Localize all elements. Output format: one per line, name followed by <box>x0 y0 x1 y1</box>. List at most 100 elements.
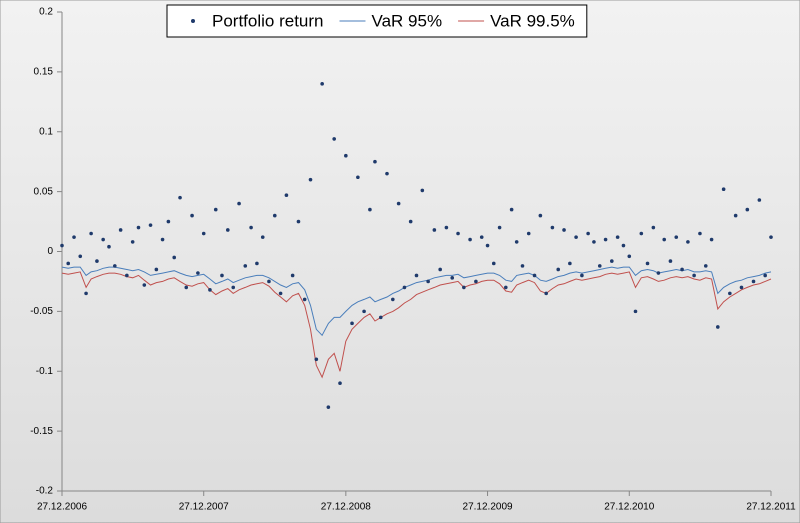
data-point <box>468 237 472 242</box>
legend-label: Portfolio return <box>212 11 324 30</box>
data-point <box>556 267 561 272</box>
data-point <box>733 213 738 218</box>
data-point <box>698 231 702 236</box>
data-point <box>196 271 200 275</box>
data-point <box>208 288 212 292</box>
data-point <box>237 201 241 206</box>
data-point <box>396 201 401 206</box>
data-point <box>213 207 218 212</box>
data-point <box>320 82 324 86</box>
x-tick-label: 27.12.2008 <box>321 502 371 513</box>
data-point <box>420 188 425 193</box>
data-point <box>172 255 177 260</box>
data-point <box>378 315 383 320</box>
x-tick-label: 27.12.2006 <box>37 502 87 513</box>
data-point <box>267 279 271 284</box>
data-point <box>586 231 590 236</box>
data-point <box>255 261 259 266</box>
data-point <box>350 321 354 326</box>
data-point <box>526 231 531 236</box>
data-point <box>769 235 773 239</box>
data-point <box>184 285 189 290</box>
data-point <box>491 261 496 266</box>
data-point <box>391 297 395 302</box>
data-point <box>680 267 684 272</box>
data-point <box>296 219 301 224</box>
data-point <box>728 291 732 296</box>
data-point <box>190 213 194 218</box>
data-point <box>639 231 644 236</box>
data-point <box>550 225 555 230</box>
data-point <box>444 225 449 230</box>
data-point <box>757 198 762 202</box>
data-point <box>633 309 638 314</box>
data-point <box>385 171 389 176</box>
data-point <box>568 261 572 266</box>
data-point <box>485 243 490 248</box>
data-point <box>356 175 360 180</box>
legend: Portfolio return VaR 95% VaR 99.5% <box>166 4 588 38</box>
data-point <box>538 213 543 218</box>
data-point <box>332 137 336 141</box>
data-point <box>721 187 726 192</box>
data-point <box>438 267 442 272</box>
data-point <box>509 207 514 212</box>
data-point <box>225 228 230 232</box>
legend-box <box>166 4 588 38</box>
data-point <box>78 254 83 259</box>
data-point <box>314 357 319 362</box>
data-point <box>408 219 413 224</box>
data-point <box>592 240 596 244</box>
data-point <box>456 231 460 236</box>
data-point <box>674 235 679 239</box>
data-point <box>668 259 673 263</box>
data-point <box>763 273 767 278</box>
legend-label: VaR 99.5% <box>490 11 575 30</box>
legend-label: VaR 95% <box>372 11 443 30</box>
data-point <box>338 381 342 386</box>
y-tick-label: 0.1 <box>39 126 53 137</box>
data-point <box>656 271 661 275</box>
data-point <box>107 244 111 249</box>
data-point <box>692 273 696 278</box>
data-point <box>220 273 224 278</box>
data-point <box>148 223 153 227</box>
data-point <box>84 291 88 296</box>
data-point <box>520 264 525 268</box>
data-point <box>580 273 584 278</box>
data-point <box>716 325 720 329</box>
data-point <box>462 285 466 290</box>
data-point <box>497 225 502 230</box>
data-point <box>414 273 419 278</box>
data-point <box>166 219 171 224</box>
data-point <box>249 225 253 230</box>
data-point <box>154 267 159 272</box>
y-tick-label: -0.05 <box>30 306 53 317</box>
data-point <box>101 237 105 242</box>
data-point <box>125 273 129 278</box>
data-point <box>450 276 455 280</box>
data-point <box>597 264 602 268</box>
data-point <box>362 309 366 314</box>
data-point <box>709 237 714 242</box>
data-point <box>113 264 117 268</box>
data-point <box>627 254 632 259</box>
data-point <box>621 243 626 248</box>
data-point <box>514 240 519 244</box>
data-point <box>532 273 537 278</box>
data-point <box>368 207 372 212</box>
data-point <box>603 237 608 242</box>
x-tick-label: 27.12.2011 <box>746 502 796 513</box>
x-tick-label: 27.12.2010 <box>604 502 654 513</box>
data-point <box>231 285 236 290</box>
data-point <box>130 240 135 244</box>
y-tick-label: -0.15 <box>30 426 53 437</box>
y-tick-label: 0.05 <box>34 186 54 197</box>
data-point <box>562 228 566 232</box>
data-point <box>344 153 348 158</box>
data-point <box>610 259 614 263</box>
data-point <box>118 228 123 232</box>
data-point <box>136 225 141 230</box>
